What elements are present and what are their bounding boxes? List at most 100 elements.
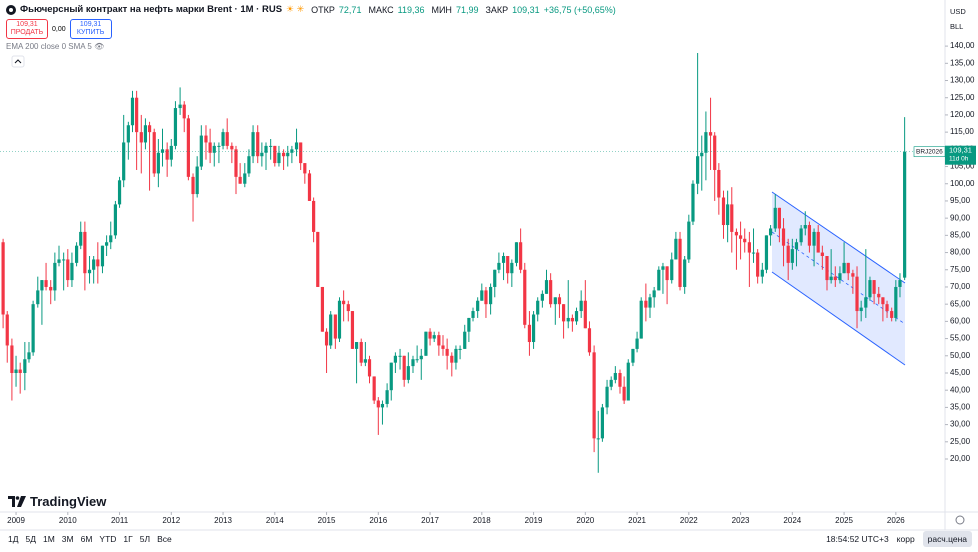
y-tick-label: 85,00: [950, 230, 971, 239]
y-tick-label: 50,00: [950, 351, 971, 360]
candle-body: [514, 242, 519, 263]
candle-body: [359, 342, 363, 363]
buy-label: КУПИТЬ: [76, 29, 105, 36]
y-tick-label: 35,00: [950, 403, 971, 412]
currency[interactable]: USD: [950, 7, 966, 16]
status-icons: ☀ ✳: [286, 4, 305, 14]
candle-body: [269, 145, 273, 147]
indicators[interactable]: EMA 200 close 0 SMA 5 👁: [6, 42, 104, 51]
candle-body: [143, 125, 148, 143]
timeframe-button[interactable]: 6М: [80, 534, 93, 544]
candle-body: [286, 152, 290, 157]
candle-body: [635, 338, 639, 349]
candle-body: [851, 273, 855, 277]
timeframe-button[interactable]: 1Г: [123, 534, 133, 544]
timeframe-button[interactable]: 5Л: [139, 534, 151, 544]
candle-body: [708, 132, 713, 136]
x-tick-label: 2011: [111, 516, 129, 525]
candle-body: [587, 328, 592, 353]
countdown: 11d 0h: [949, 155, 969, 162]
candle-body: [536, 300, 540, 315]
eye-icon: 👁: [94, 42, 105, 51]
settlement-toggle[interactable]: расч.цена: [922, 531, 972, 547]
y-tick-label: 100,00: [950, 179, 975, 188]
timeframe-button[interactable]: 3М: [61, 534, 74, 544]
candle-body: [96, 259, 100, 267]
candle-body: [751, 252, 756, 254]
y-tick-label: 40,00: [950, 385, 971, 394]
x-tick-label: 2016: [369, 516, 387, 525]
candle-body: [450, 355, 454, 363]
timeframe-button[interactable]: 5Д: [25, 534, 36, 544]
candle-body: [877, 293, 881, 298]
candle-body: [117, 180, 122, 205]
high-value: 119,36: [397, 4, 425, 15]
candle-body: [10, 345, 14, 373]
candle-body: [631, 348, 635, 363]
candle-body: [238, 176, 242, 184]
y-tick-label: 120,00: [950, 110, 975, 119]
open-value: 72,71: [338, 4, 362, 15]
x-tick-label: 2012: [162, 516, 180, 525]
candle-body: [579, 300, 583, 312]
symbol-title[interactable]: Фьючерсный контракт на нефть марки Brent…: [20, 4, 283, 15]
candle-body: [825, 256, 829, 281]
candle-body: [829, 276, 833, 281]
timeframe-button[interactable]: 1Д: [8, 534, 19, 544]
candle-body: [354, 342, 359, 349]
unit[interactable]: BLL: [950, 22, 964, 31]
candle-body: [18, 369, 22, 373]
candle-body: [14, 369, 18, 373]
y-tick-label: 45,00: [950, 368, 971, 377]
settings-icon[interactable]: [955, 515, 965, 525]
candle-body: [463, 331, 467, 349]
candle-body: [156, 152, 160, 174]
y-tick-label: 140,00: [950, 41, 975, 50]
candle-body: [484, 290, 488, 305]
candle-body: [363, 359, 367, 363]
collapse-button[interactable]: [11, 55, 25, 68]
candle-body: [768, 228, 773, 236]
candle-body: [40, 280, 44, 291]
candle-body: [497, 262, 501, 270]
candle-body: [661, 266, 665, 270]
candle-body: [885, 304, 889, 312]
adjust-toggle[interactable]: корр: [896, 534, 915, 544]
candle-body: [803, 225, 807, 229]
sell-button[interactable]: 109,31 ПРОДАТЬ: [6, 19, 48, 39]
candle-body: [282, 152, 286, 157]
candle-body: [217, 145, 221, 147]
candle-body: [36, 290, 40, 305]
candle-body: [376, 400, 380, 408]
candle-body: [195, 166, 199, 195]
candle-body: [838, 273, 842, 281]
timeframe-button[interactable]: YTD: [99, 534, 117, 544]
candle-body: [665, 266, 669, 281]
candle-body: [489, 286, 493, 305]
candle-body: [639, 300, 643, 339]
candle-body: [256, 132, 260, 157]
timeframe-button[interactable]: Все: [157, 534, 172, 544]
candle-body: [393, 355, 397, 363]
price-tag: 109,31: [949, 146, 972, 155]
candle-body: [316, 231, 320, 287]
candle-body: [346, 304, 350, 312]
candle-body: [160, 149, 165, 153]
candle-body: [898, 280, 902, 287]
candle-body: [704, 132, 708, 153]
trade-buttons: 109,31 ПРОДАТЬ 0,00 109,31 КУПИТЬ: [6, 19, 112, 39]
buy-button[interactable]: 109,31 КУПИТЬ: [69, 19, 112, 39]
candle-body: [44, 280, 48, 287]
candle-body: [402, 355, 406, 380]
candle-body: [100, 245, 105, 267]
candle-body: [139, 132, 143, 143]
candle-body: [191, 176, 195, 195]
candle-body: [221, 132, 225, 146]
candle-body: [807, 225, 812, 246]
candle-body: [333, 314, 337, 339]
candle-body: [350, 311, 355, 349]
timeframe-button[interactable]: 1М: [42, 534, 55, 544]
candle-body: [437, 335, 441, 346]
sell-price: 109,31: [16, 21, 38, 28]
